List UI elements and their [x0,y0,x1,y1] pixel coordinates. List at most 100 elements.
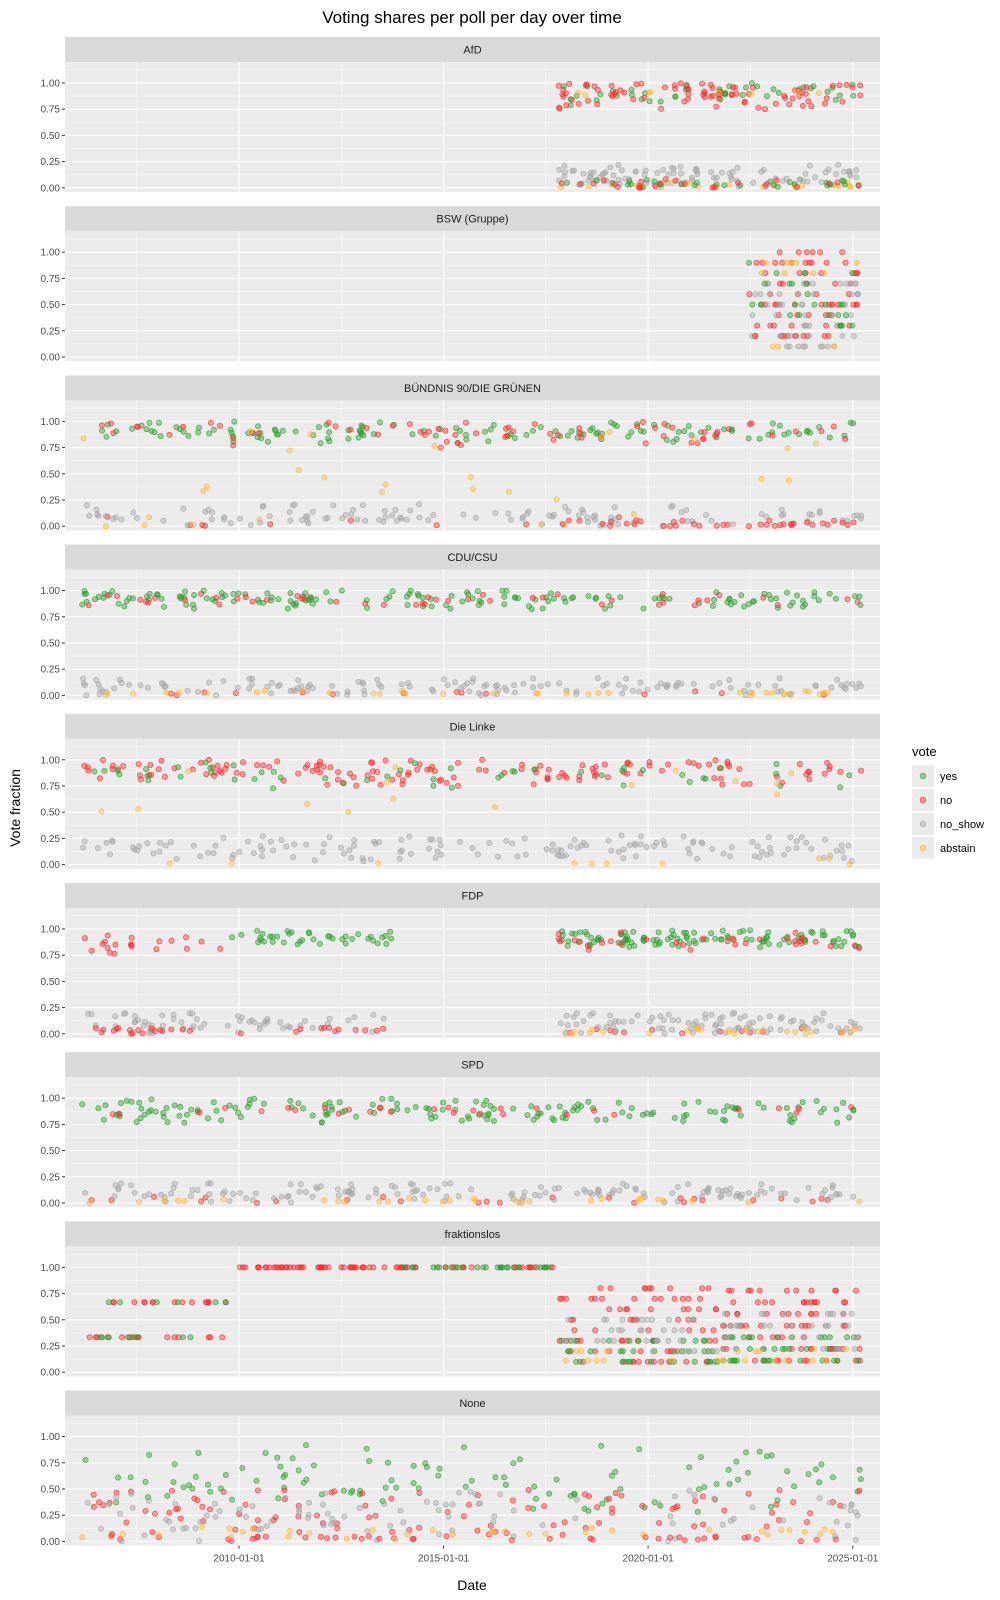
point-abstain [609,1527,616,1534]
point-no_show [492,509,499,516]
point-no [437,444,444,451]
point-no [585,946,592,953]
point-abstain [298,687,305,694]
point-no_show [606,1192,613,1199]
point-no_show [690,839,697,846]
legend-label: no [940,795,952,807]
point-yes [726,1481,733,1488]
point-abstain [562,1357,569,1364]
point-yes [671,1115,678,1122]
point-no_show [128,1490,135,1497]
point-no [716,592,723,599]
point-no [669,424,676,431]
point-yes [835,312,842,319]
point-no_show [398,681,405,688]
point-no [647,1306,654,1313]
point-no_show [117,1510,124,1517]
point-no_show [491,1513,498,1520]
point-no_show [456,1489,463,1496]
point-yes [747,927,754,934]
point-no [249,430,256,437]
point-no_show [266,513,273,520]
point-no_show [685,1181,692,1188]
point-yes [146,590,153,597]
point-yes [303,1476,310,1483]
point-no_show [287,1199,294,1206]
point-abstain [513,1198,520,1205]
point-yes [142,1478,149,1485]
point-no_show [127,1182,134,1189]
point-no_show [365,1194,372,1201]
point-no_show [802,170,809,177]
point-no [216,601,223,608]
point-yes [733,1458,740,1465]
point-yes [524,1112,531,1119]
y-tick-label: 0.75 [41,781,61,792]
point-no_show [637,841,644,848]
point-abstain [103,523,110,530]
point-no_show [374,676,381,683]
point-abstain [375,860,382,867]
point-yes [774,1334,781,1341]
point-no_show [618,167,625,174]
point-yes [180,428,187,435]
point-yes [254,927,261,934]
point-no [806,776,813,783]
point-no [179,1026,186,1033]
point-no [735,1106,742,1113]
point-no [713,103,720,110]
point-yes [731,1357,738,1364]
point-no_show [348,854,355,861]
point-yes [260,1100,267,1107]
point-yes [99,427,106,434]
point-abstain [135,1198,142,1205]
point-no [633,81,640,88]
point-yes [602,605,609,612]
point-no_show [800,178,807,185]
point-abstain [261,687,268,694]
point-no_show [721,1322,728,1329]
y-tick-label: 0.00 [41,1199,61,1210]
point-no [239,1264,246,1271]
point-abstain [321,474,328,481]
point-yes [175,764,182,771]
point-no [338,1264,345,1271]
point-no [850,301,857,308]
y-tick-label: 0.75 [41,1120,61,1131]
point-no [641,1285,648,1292]
point-yes [615,1099,622,1106]
point-no [642,1534,649,1541]
point-yes [157,433,164,440]
point-no_show [134,847,141,854]
point-no [373,1027,380,1034]
point-no [718,690,725,697]
point-abstain [600,1357,607,1364]
point-no [230,434,237,441]
point-no [294,1264,301,1271]
point-yes [792,301,799,308]
point-no_show [457,685,464,692]
point-abstain [98,808,105,815]
point-no [113,1489,120,1496]
point-no_show [827,1310,834,1317]
point-no_show [570,1013,577,1020]
point-abstain [799,182,806,189]
point-no [128,941,135,948]
point-no [809,249,816,256]
point-abstain [345,808,352,815]
point-no [792,87,799,94]
point-no [593,771,600,778]
point-abstain [785,477,792,484]
point-yes [655,929,662,936]
point-no_show [661,1030,668,1037]
point-no_show [398,836,405,843]
point-yes [501,601,508,608]
point-no [792,929,799,936]
y-tick-label: 1.00 [41,248,61,259]
point-yes [776,422,783,429]
point-no [639,1502,646,1509]
point-no [803,1519,810,1526]
point-yes [681,1100,688,1107]
point-no [530,781,537,788]
point-yes [562,598,569,605]
